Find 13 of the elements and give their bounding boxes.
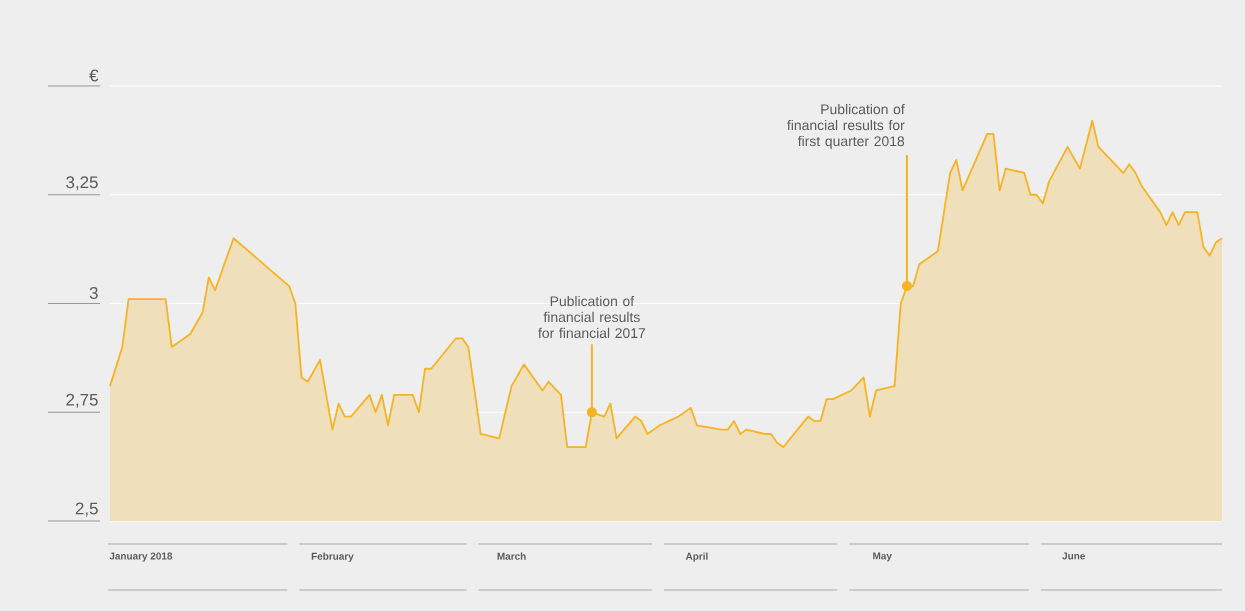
y-tick-label: 2,75 bbox=[66, 393, 98, 408]
x-tick-label: March bbox=[497, 552, 526, 560]
y-tick-label: 3,25 bbox=[66, 176, 98, 191]
y-tick-label: 2,5 bbox=[75, 502, 98, 517]
x-tick-label: June bbox=[1062, 552, 1086, 560]
annotation: Publication of financial results for first quarter 2018 bbox=[787, 104, 905, 149]
x-tick-label: April bbox=[685, 552, 708, 562]
y-tick-label: 3 bbox=[89, 286, 98, 299]
x-tick-label: February bbox=[311, 552, 354, 562]
x-tick-label: January 2018 bbox=[109, 552, 173, 562]
x-tick-label: May bbox=[873, 552, 892, 562]
y-tick-label: € bbox=[89, 69, 99, 82]
annotation: Publication of financial results for financial 2017 bbox=[538, 295, 646, 339]
